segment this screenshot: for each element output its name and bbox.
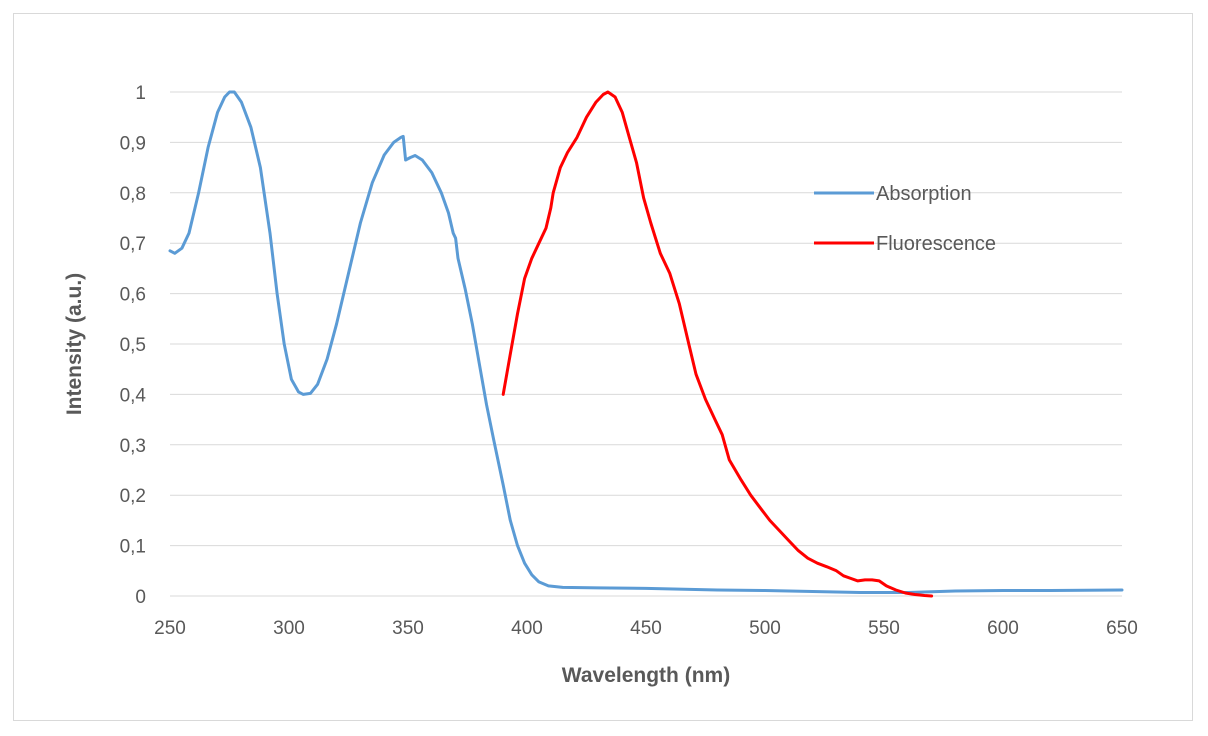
y-tick-label: 0,8 — [120, 184, 146, 205]
x-tick-label: 600 — [987, 618, 1019, 639]
x-axis-title: Wavelength (nm) — [562, 664, 730, 687]
y-tick-label: 0,6 — [120, 285, 146, 306]
x-tick-label: 300 — [273, 618, 305, 639]
y-tick-label: 0,4 — [120, 385, 147, 406]
y-tick-label: 0,5 — [120, 335, 146, 356]
legend-item-fluorescence: Fluorescence — [814, 233, 996, 255]
x-tick-label: 650 — [1106, 618, 1138, 639]
x-tick-label: 450 — [630, 618, 662, 639]
y-tick-label: 1 — [135, 83, 146, 104]
line-chart: 0 0,1 0,2 0,3 0,4 0,5 0,6 0,7 0,8 0,9 1 250 300 350 4… — [63, 83, 1138, 687]
x-tick-label: 250 — [154, 618, 186, 639]
gridlines — [170, 91, 1122, 597]
series-lines — [168, 90, 1124, 598]
chart-frame: 0 0,1 0,2 0,3 0,4 0,5 0,6 0,7 0,8 0,9 1 250 300 350 4… — [13, 13, 1193, 721]
y-tick-labels: 0 0,1 0,2 0,3 0,4 0,5 0,6 0,7 0,8 0,9 1 — [120, 83, 147, 608]
y-tick-label: 0,1 — [120, 537, 146, 558]
legend: Absorption Fluorescence — [814, 183, 996, 255]
series-line-absorption — [168, 90, 1124, 594]
x-tick-label: 500 — [749, 618, 781, 639]
legend-label: Fluorescence — [876, 233, 996, 255]
y-tick-label: 0 — [135, 587, 146, 608]
legend-label: Absorption — [876, 183, 972, 205]
y-tick-label: 0,9 — [120, 133, 146, 154]
x-tick-label: 550 — [868, 618, 900, 639]
y-tick-label: 0,7 — [120, 234, 146, 255]
x-tick-label: 400 — [511, 618, 543, 639]
y-axis-title: Intensity (a.u.) — [63, 273, 86, 415]
x-tick-labels: 250 300 350 400 450 500 550 600 650 — [154, 618, 1138, 639]
legend-item-absorption: Absorption — [814, 183, 972, 205]
y-tick-label: 0,3 — [120, 436, 146, 457]
x-tick-label: 350 — [392, 618, 424, 639]
series-line-fluorescence — [501, 90, 934, 598]
y-tick-label: 0,2 — [120, 486, 146, 507]
